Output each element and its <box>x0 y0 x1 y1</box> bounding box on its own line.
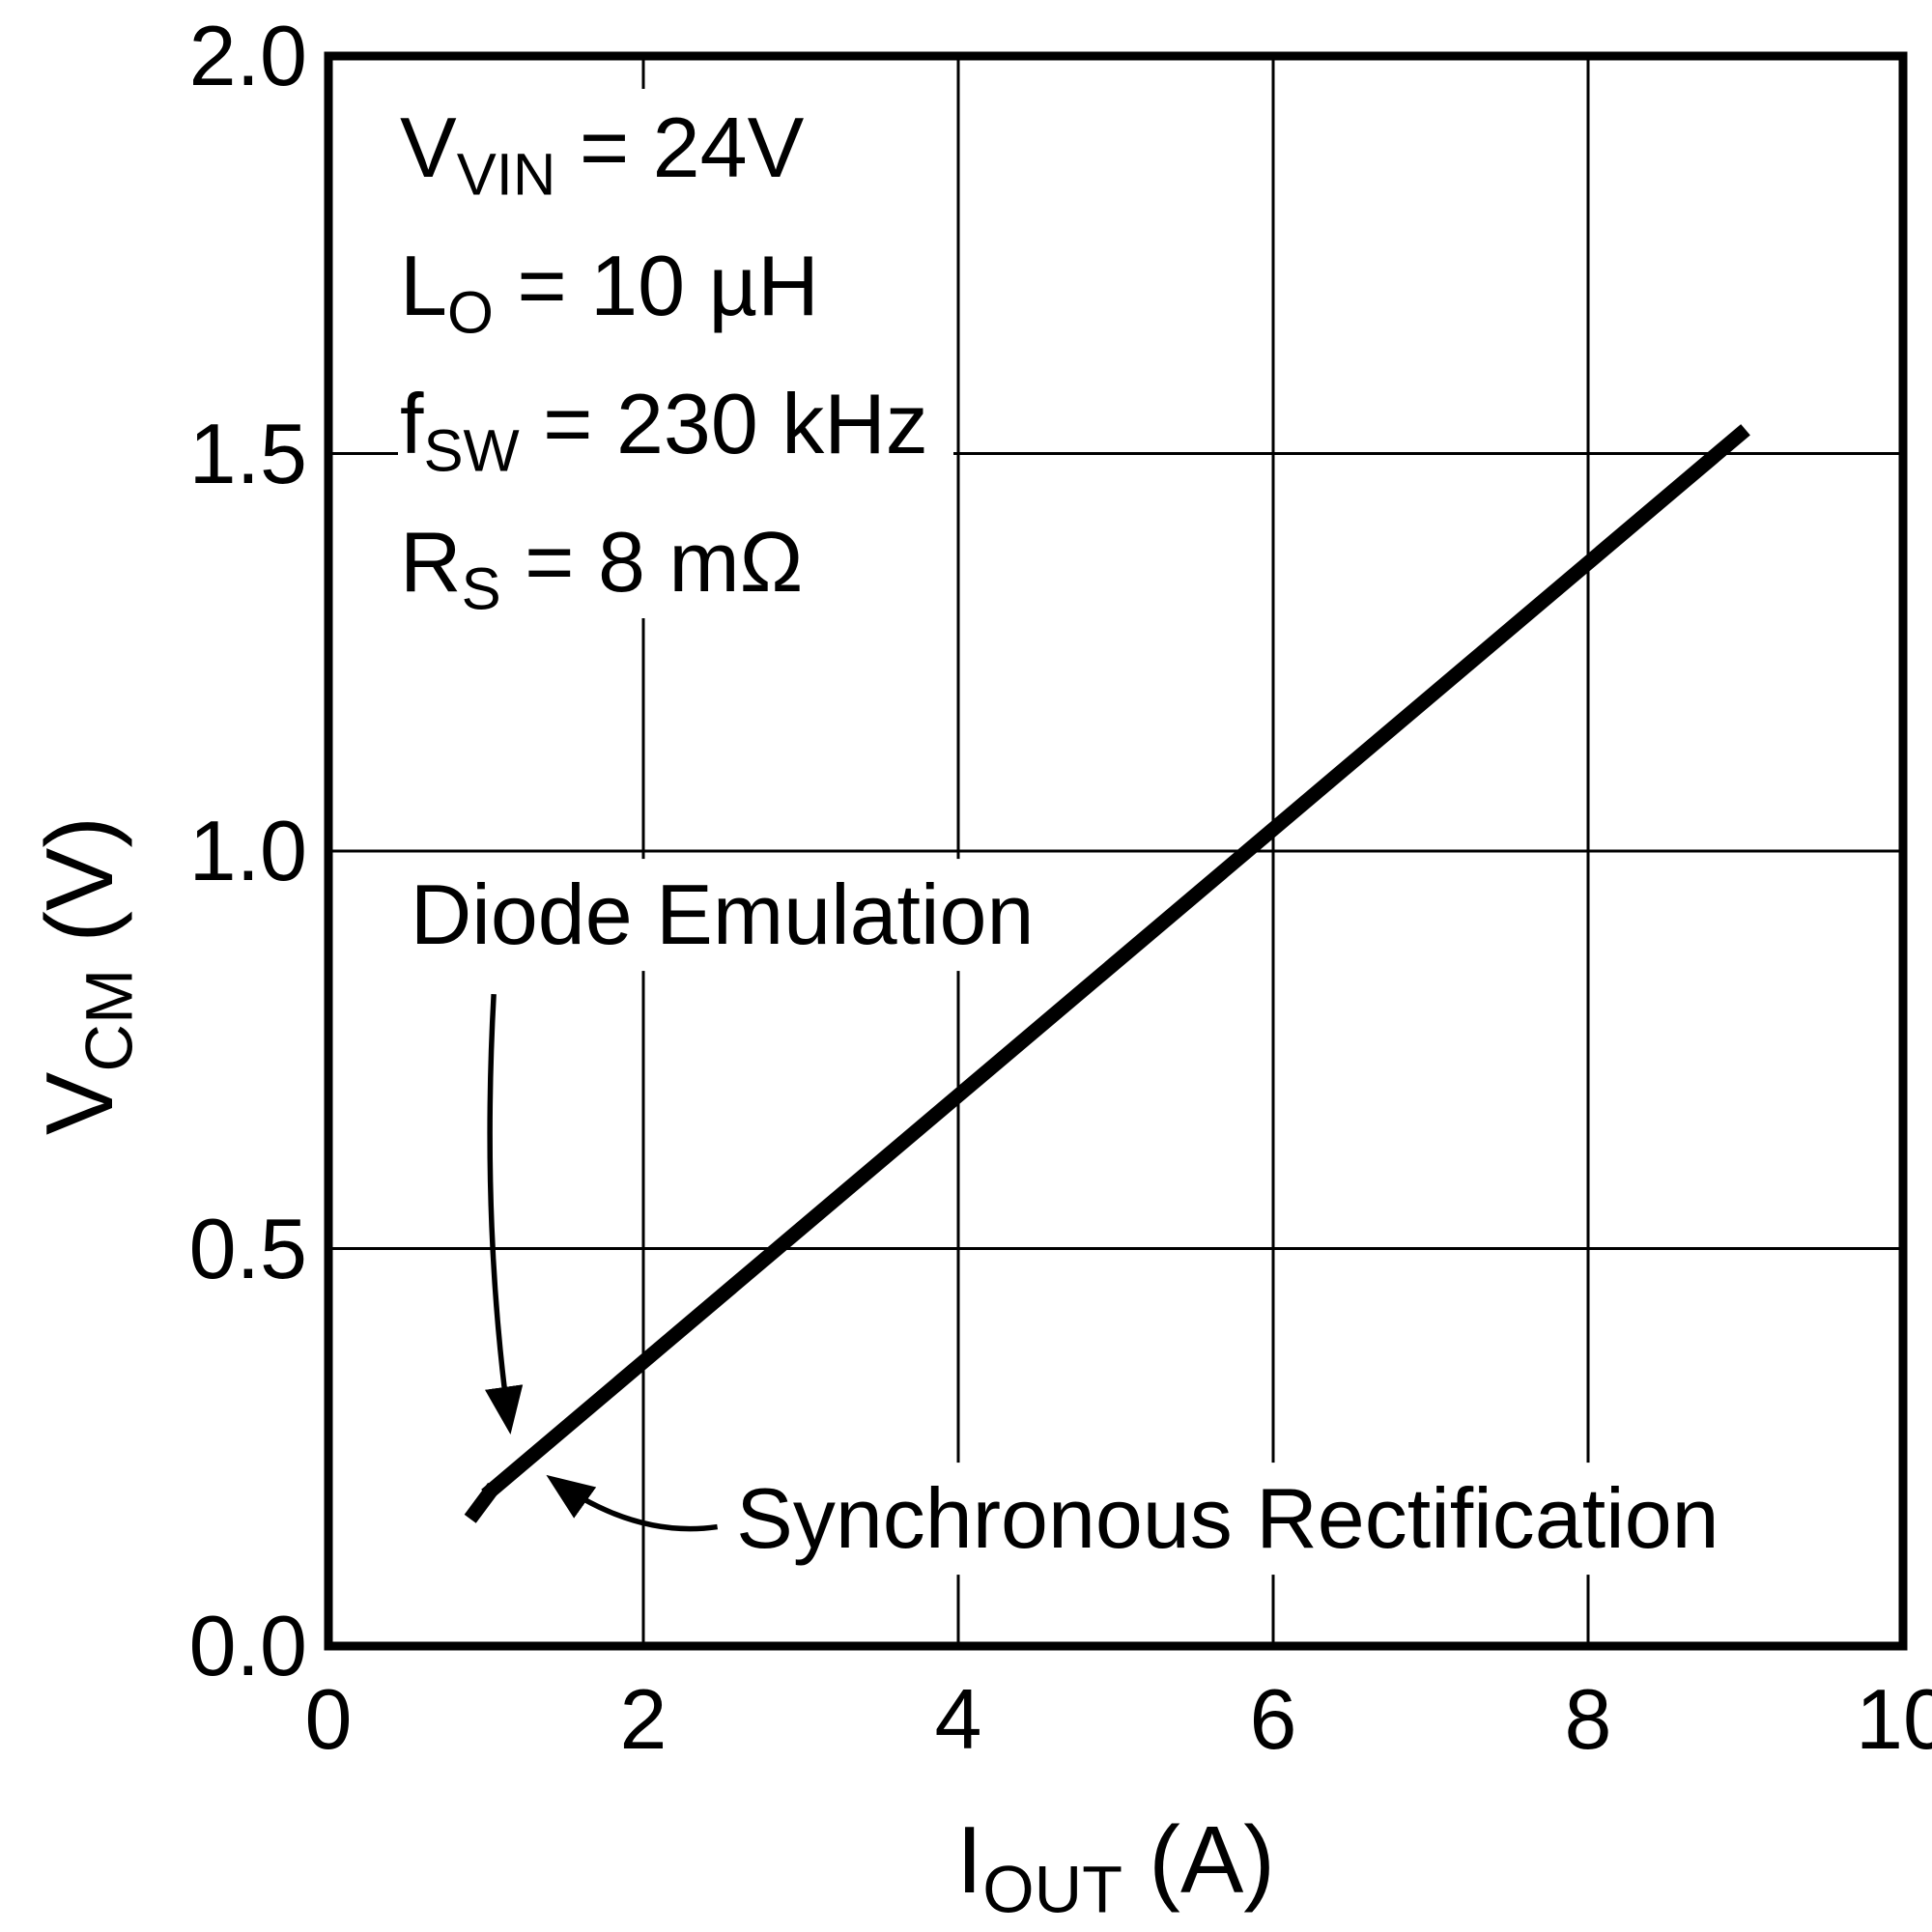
condition-f-sw: fSW = 230 kHz <box>400 375 928 485</box>
annotation-diode-emulation: Diode Emulation <box>394 858 1050 971</box>
x-tick-label-6: 6 <box>1249 1671 1297 1767</box>
series-diode-emulation <box>464 1482 500 1523</box>
x-tick-label-10: 10 <box>1856 1671 1932 1767</box>
condition-r-s: RS = 8 mΩ <box>400 513 804 623</box>
y-tick-label-0.0: 0.0 <box>188 1598 307 1693</box>
y-tick-label-2.0: 2.0 <box>188 8 307 103</box>
condition-l-o: LO = 10 µH <box>400 237 819 347</box>
annotation-arrow-diode-emulation <box>485 993 524 1435</box>
y-axis-title: VCM (V) <box>26 816 147 1135</box>
y-tick-label-1.0: 1.0 <box>188 803 307 898</box>
conditions-block: VVIN = 24V LO = 10 µH fSW = 230 kHz RS = 8 … <box>398 89 953 623</box>
y-tick-label-1.5: 1.5 <box>188 405 307 501</box>
y-tick-label-0.5: 0.5 <box>188 1200 307 1296</box>
x-tick-label-4: 4 <box>934 1671 982 1767</box>
condition-v-vin: VVIN = 24V <box>400 99 805 209</box>
x-tick-label-0: 0 <box>304 1671 353 1767</box>
series-synchronous-rectification <box>481 424 1750 1501</box>
plot-border <box>324 51 1908 1651</box>
x-tick-label-2: 2 <box>619 1671 668 1767</box>
annotation-synchronous-rectification: Synchronous Rectification <box>721 1463 1735 1576</box>
annotation-arrow-synchronous-rectification <box>546 1474 719 1532</box>
x-axis-title: IOUT (A) <box>956 1806 1275 1927</box>
x-tick-label-8: 8 <box>1564 1671 1612 1767</box>
